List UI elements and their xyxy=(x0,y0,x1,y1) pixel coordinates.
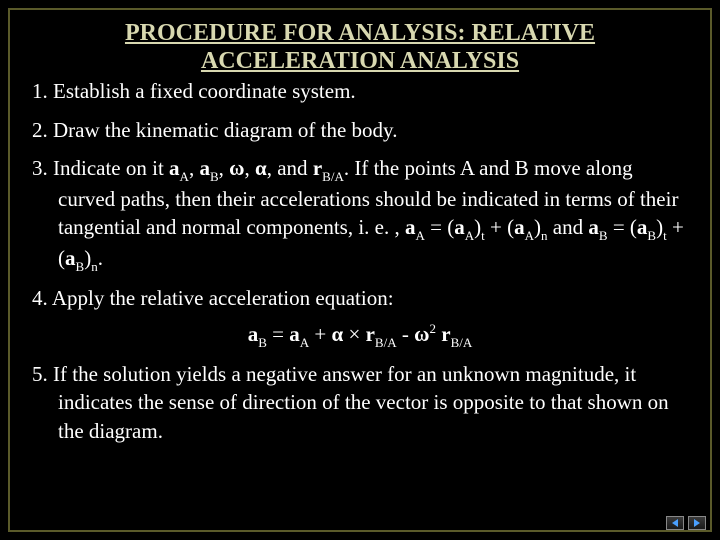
step-2: 2. Draw the kinematic diagram of the bod… xyxy=(32,116,688,144)
step-3: 3. Indicate on it aA, aB, ω, α, and rB/A… xyxy=(32,154,688,275)
arrow-right-icon xyxy=(694,519,700,527)
arrow-left-icon xyxy=(672,519,678,527)
prev-slide-button[interactable] xyxy=(666,516,684,530)
step-1: 1. Establish a fixed coordinate system. xyxy=(32,77,688,105)
relative-accel-equation: aB = aA + α × rB/A - ω2 rB/A xyxy=(32,321,688,350)
slide-title: PROCEDURE FOR ANALYSIS: RELATIVE ACCELER… xyxy=(32,20,688,75)
slide-frame: PROCEDURE FOR ANALYSIS: RELATIVE ACCELER… xyxy=(8,8,712,532)
title-line-2: ACCELERATION ANALYSIS xyxy=(201,48,519,74)
slide-nav xyxy=(666,516,706,530)
title-line-1: PROCEDURE FOR ANALYSIS: RELATIVE xyxy=(125,20,595,46)
step-4: 4. Apply the relative acceleration equat… xyxy=(32,284,688,312)
next-slide-button[interactable] xyxy=(688,516,706,530)
step-5: 5. If the solution yields a negative ans… xyxy=(32,360,688,445)
